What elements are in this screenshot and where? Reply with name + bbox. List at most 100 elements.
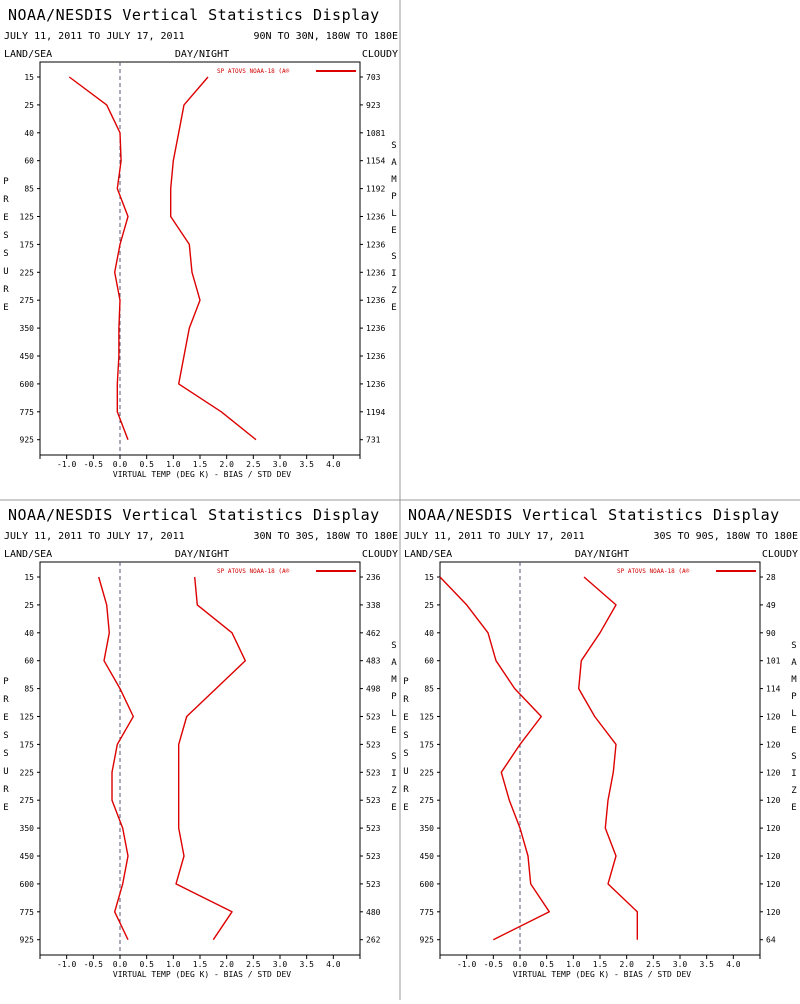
region-label: 90N TO 30N, 180W TO 180E xyxy=(254,31,399,42)
land-sea-label: LAND/SEA xyxy=(4,549,52,560)
sample-size-label: 1236 xyxy=(366,296,385,305)
pressure-level-label: 925 xyxy=(20,436,35,445)
sample-size-label: 1236 xyxy=(366,324,385,333)
y-axis-label-letter: E xyxy=(3,803,8,813)
pressure-level-label: 350 xyxy=(20,824,35,833)
y-axis-label-letter: U xyxy=(3,767,8,777)
pressure-level-label: 15 xyxy=(24,573,34,582)
y-axis-label-letter: R xyxy=(3,695,9,705)
pressure-level-label: 60 xyxy=(24,657,34,666)
pressure-level-label: 175 xyxy=(20,240,35,249)
day-night-label: DAY/NIGHT xyxy=(575,549,629,560)
plot-frame xyxy=(439,561,761,956)
x-tick-label: 2.5 xyxy=(646,960,661,969)
bias-series-line xyxy=(68,76,129,440)
right-axis-label-letter: S xyxy=(391,641,396,651)
y-axis-label-letter: E xyxy=(3,303,8,313)
sample-size-label: 523 xyxy=(366,852,381,861)
sample-size-label: 523 xyxy=(366,880,381,889)
panel-1: NOAA/NESDIS Vertical Statistics Display J… xyxy=(3,6,398,479)
right-axis-label-letter: L xyxy=(391,209,396,219)
chart-title: NOAA/NESDIS Vertical Statistics Display xyxy=(408,506,780,524)
pressure-level-label: 25 xyxy=(424,601,434,610)
x-tick-label: 1.0 xyxy=(566,960,581,969)
sample-size-label: 1236 xyxy=(366,213,385,222)
y-axis-label-letter: E xyxy=(403,713,408,723)
sample-size-label: 1154 xyxy=(366,157,385,166)
x-axis-label: VIRTUAL TEMP (DEG K) - BIAS / STD DEV xyxy=(113,470,291,479)
right-axis-label-letter: L xyxy=(791,709,796,719)
sample-size-label: 101 xyxy=(766,657,781,666)
pressure-level-label: 775 xyxy=(420,908,435,917)
pressure-level-label: 15 xyxy=(24,73,34,82)
panel-2: NOAA/NESDIS Vertical Statistics Display J… xyxy=(3,506,398,979)
pressure-level-label: 85 xyxy=(424,685,434,694)
sample-size-label: 120 xyxy=(766,824,781,833)
pressure-level-label: 125 xyxy=(420,713,435,722)
sample-size-label: 1192 xyxy=(366,185,385,194)
x-tick-label: 2.0 xyxy=(219,960,234,969)
pressure-level-label: 275 xyxy=(20,296,35,305)
y-axis-label-letter: U xyxy=(3,267,8,277)
right-axis-label-letter: E xyxy=(391,226,396,236)
pressure-level-label: 125 xyxy=(20,213,35,222)
right-axis-label-letter: Z xyxy=(391,786,397,796)
y-axis-label-letter: R xyxy=(403,695,409,705)
right-axis-label-letter: S xyxy=(791,641,796,651)
sample-size-label: 523 xyxy=(366,796,381,805)
sample-size-label: 731 xyxy=(366,436,381,445)
x-tick-label: 4.0 xyxy=(326,460,341,469)
sample-size-label: 1236 xyxy=(366,268,385,277)
pressure-level-label: 175 xyxy=(420,740,435,749)
date-range: JULY 11, 2011 TO JULY 17, 2011 xyxy=(4,531,185,542)
x-axis-label: VIRTUAL TEMP (DEG K) - BIAS / STD DEV xyxy=(513,970,691,979)
right-axis-label-letter: E xyxy=(791,803,796,813)
x-tick-label: 3.0 xyxy=(273,460,288,469)
pressure-level-label: 25 xyxy=(24,601,34,610)
y-axis-label-letter: E xyxy=(3,213,8,223)
pressure-level-label: 450 xyxy=(420,852,435,861)
y-axis-label-letter: R xyxy=(3,195,9,205)
right-axis-label-letter: M xyxy=(791,675,797,685)
pressure-level-label: 275 xyxy=(20,796,35,805)
right-axis-label-letter: A xyxy=(391,658,397,668)
y-axis-label-letter: S xyxy=(3,231,8,241)
land-sea-label: LAND/SEA xyxy=(404,549,452,560)
legend-entry: SP ATOVS NOAA-18 (A® xyxy=(617,568,690,575)
sample-size-label: 49 xyxy=(766,601,776,610)
panel-3: NOAA/NESDIS Vertical Statistics Display J… xyxy=(403,506,798,979)
sample-size-label: 262 xyxy=(366,936,381,945)
legend-entry: SP ATOVS NOAA-18 (A® xyxy=(217,68,290,75)
legend-entry: SP ATOVS NOAA-18 (A® xyxy=(217,568,290,575)
region-label: 30N TO 30S, 180W TO 180E xyxy=(254,531,399,542)
day-night-label: DAY/NIGHT xyxy=(175,49,229,60)
pressure-level-label: 350 xyxy=(420,824,435,833)
right-axis-label-letter: A xyxy=(391,158,397,168)
pressure-level-label: 775 xyxy=(20,908,35,917)
x-tick-label: -1.0 xyxy=(57,460,76,469)
y-axis-label-letter: S xyxy=(403,749,408,759)
x-tick-label: 1.0 xyxy=(166,460,181,469)
y-axis-label-letter: S xyxy=(3,249,8,259)
pressure-level-label: 40 xyxy=(24,129,34,138)
right-axis-label-letter: E xyxy=(791,726,796,736)
region-label: 30S TO 90S, 180W TO 180E xyxy=(654,531,799,542)
y-axis-label-letter: S xyxy=(3,749,8,759)
sample-size-label: 498 xyxy=(366,685,381,694)
sample-size-label: 1194 xyxy=(366,408,385,417)
right-axis-label-letter: Z xyxy=(791,786,797,796)
sample-size-label: 1081 xyxy=(366,129,385,138)
x-tick-label: 1.0 xyxy=(166,960,181,969)
y-axis-label-letter: E xyxy=(403,803,408,813)
x-tick-label: 1.5 xyxy=(193,960,208,969)
pressure-level-label: 275 xyxy=(420,796,435,805)
x-axis-label: VIRTUAL TEMP (DEG K) - BIAS / STD DEV xyxy=(113,970,291,979)
pressure-level-label: 600 xyxy=(20,880,35,889)
x-tick-label: 0.0 xyxy=(513,960,528,969)
x-tick-label: 0.5 xyxy=(139,460,154,469)
chart-title: NOAA/NESDIS Vertical Statistics Display xyxy=(8,506,380,524)
right-axis-label-letter: M xyxy=(391,675,397,685)
x-tick-label: 3.5 xyxy=(299,960,314,969)
sample-size-label: 523 xyxy=(366,768,381,777)
